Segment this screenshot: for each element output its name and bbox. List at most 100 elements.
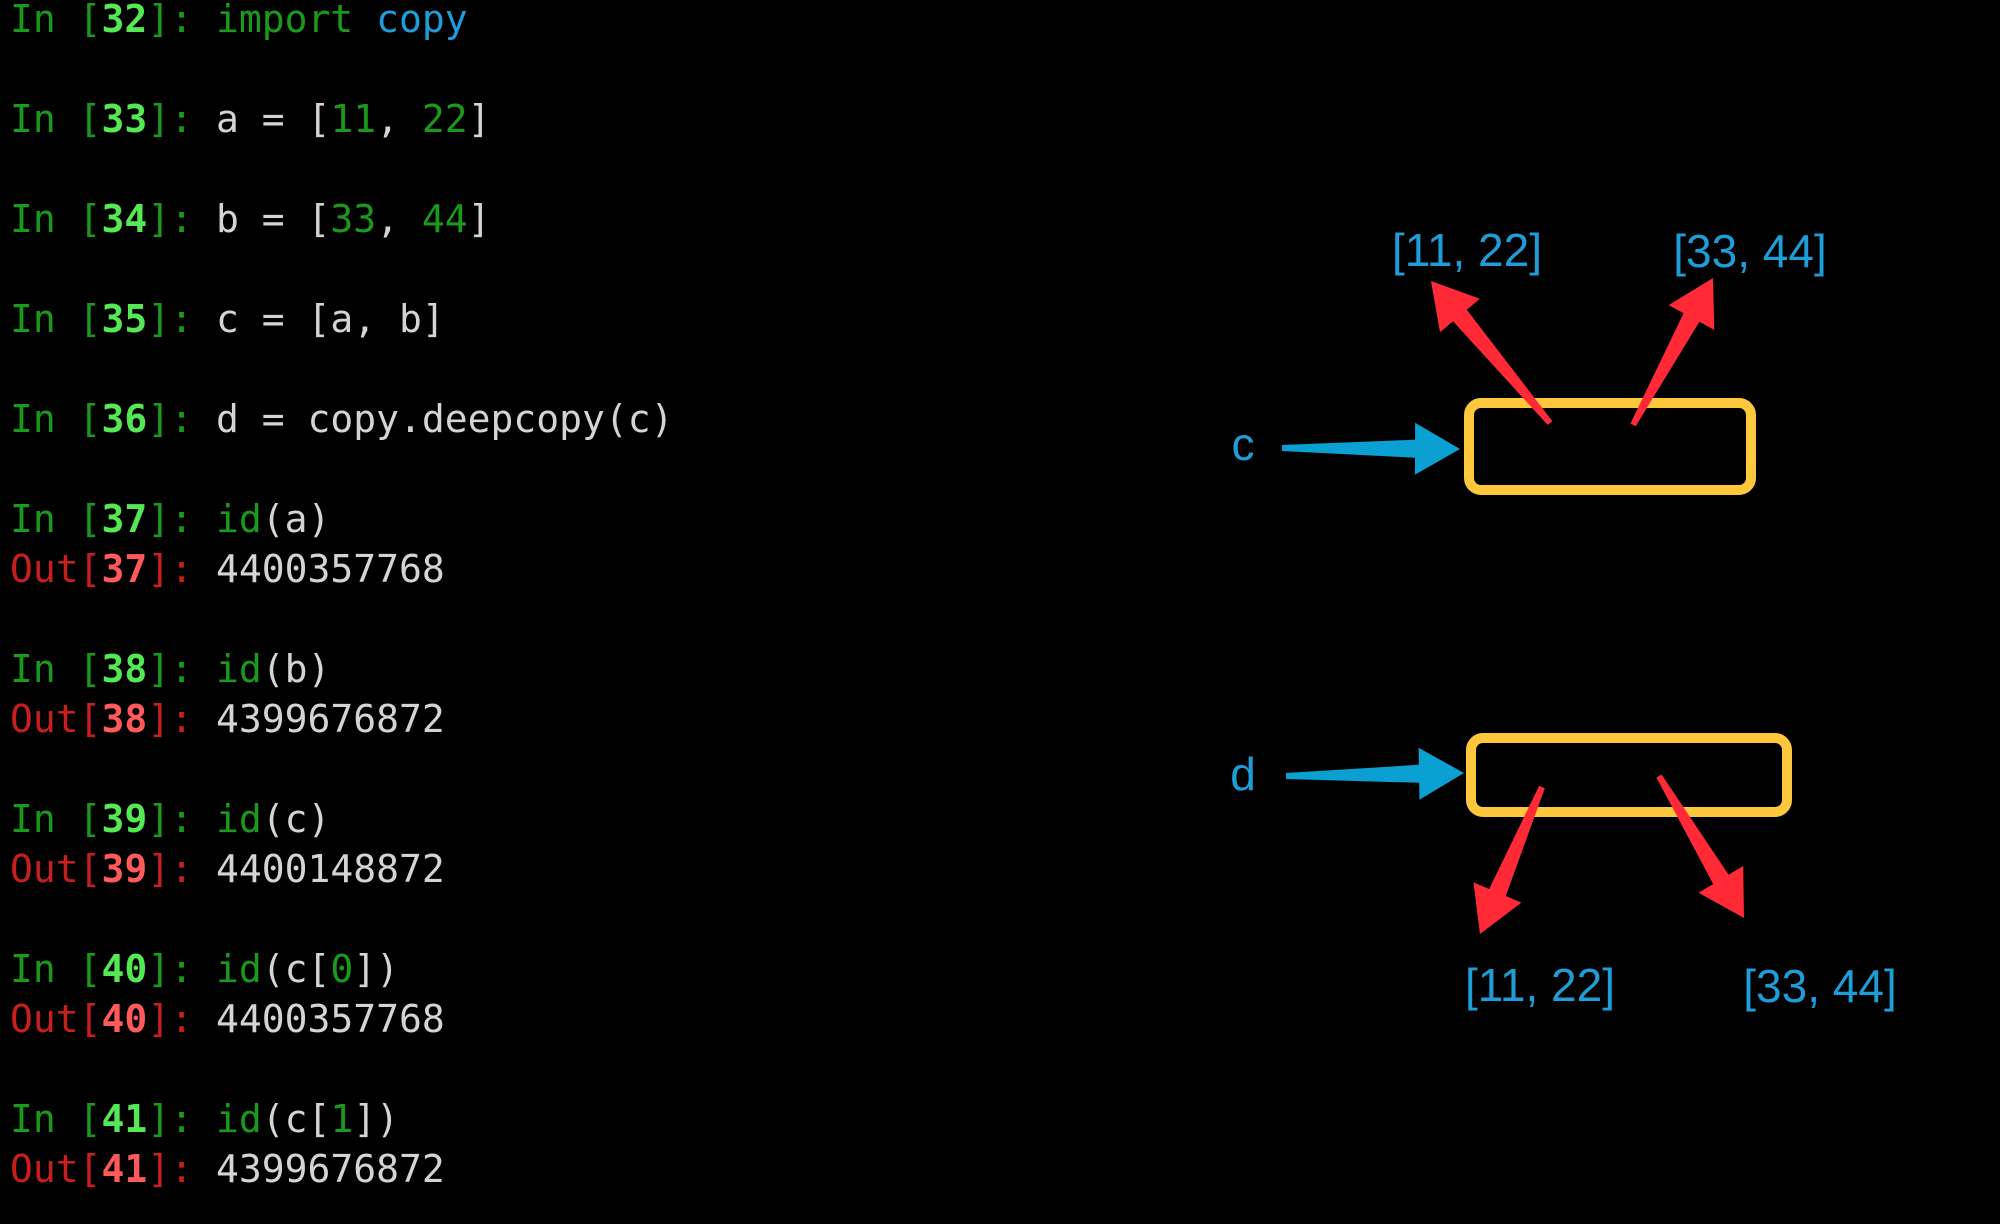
prompt-label: In [10, 197, 56, 241]
d-target-list-a: [11, 22] [1465, 959, 1615, 1011]
prompt-number: 37 [101, 497, 148, 541]
prompt-bracket: [ [78, 697, 102, 741]
prompt-bracket: ]: [147, 197, 216, 241]
output-line: Out[38]: 4399676872 [10, 694, 674, 744]
prompt-bracket: ]: [147, 547, 216, 591]
prompt-bracket: [ [55, 97, 102, 141]
prompt-bracket: [ [55, 647, 102, 691]
code-token: b = [ [215, 197, 331, 241]
prompt-bracket: [ [55, 197, 102, 241]
code-token: ]) [353, 947, 399, 991]
code-token: 11 [330, 97, 377, 141]
input-line: In [35]: c = [a, b] [10, 294, 674, 344]
code-token: 4400357768 [215, 547, 445, 591]
code-token: 22 [421, 97, 468, 141]
prompt-label: In [10, 1097, 56, 1141]
prompt-label: Out [10, 847, 79, 891]
ipython-console: In [32]: import copy In [33]: a = [11, 22… [10, 0, 674, 1194]
prompt-bracket: ]: [147, 997, 216, 1041]
prompt-number: 33 [101, 97, 148, 141]
prompt-bracket: ]: [147, 497, 216, 541]
code-token: import [215, 0, 354, 41]
prompt-bracket: ]: [147, 97, 216, 141]
var-c-label: c [1232, 418, 1255, 470]
prompt-label: In [10, 97, 56, 141]
prompt-bracket: [ [78, 547, 102, 591]
prompt-bracket: [ [55, 297, 102, 341]
prompt-bracket: ]: [147, 0, 216, 41]
prompt-label: Out [10, 997, 79, 1041]
var-d-label: d [1230, 748, 1256, 800]
input-line: In [33]: a = [11, 22] [10, 94, 674, 144]
code-token: id [215, 1097, 262, 1141]
prompt-number: 36 [101, 397, 148, 441]
output-line: Out[37]: 4400357768 [10, 544, 674, 594]
input-line: In [36]: d = copy.deepcopy(c) [10, 394, 674, 444]
prompt-bracket: [ [55, 1097, 102, 1141]
prompt-bracket: [ [55, 0, 102, 41]
code-token: d = copy.deepcopy(c) [215, 397, 674, 441]
prompt-bracket: [ [55, 497, 102, 541]
d-var-arrow-icon [1285, 747, 1464, 800]
prompt-number: 41 [101, 1147, 148, 1191]
prompt-number: 38 [101, 647, 148, 691]
prompt-label: In [10, 647, 56, 691]
c-target-list-b: [33, 44] [1673, 225, 1826, 277]
input-line: In [38]: id(b) [10, 644, 674, 694]
output-line: Out[39]: 4400148872 [10, 844, 674, 894]
d-ref-arrow-a-icon [1473, 785, 1545, 934]
c-list-box [1464, 398, 1756, 495]
prompt-number: 41 [101, 1097, 148, 1141]
prompt-label: Out [10, 1147, 79, 1191]
code-token: (b) [261, 647, 331, 691]
code-token: (c) [261, 797, 331, 841]
code-token: 4399676872 [215, 697, 445, 741]
prompt-number: 40 [101, 997, 148, 1041]
prompt-bracket: ]: [147, 947, 216, 991]
prompt-number: 38 [101, 697, 148, 741]
prompt-bracket: ]: [147, 1097, 216, 1141]
prompt-label: In [10, 397, 56, 441]
prompt-bracket: [ [78, 847, 102, 891]
code-token: 4400148872 [215, 847, 445, 891]
code-token: c = [a, b] [215, 297, 445, 341]
code-token: 4400357768 [215, 997, 445, 1041]
prompt-bracket: ]: [147, 297, 216, 341]
prompt-label: In [10, 0, 56, 41]
prompt-bracket: [ [78, 997, 102, 1041]
c-ref-arrow-a-icon [1431, 281, 1553, 425]
code-token: id [215, 497, 262, 541]
output-line: Out[40]: 4400357768 [10, 994, 674, 1044]
prompt-bracket: [ [55, 947, 102, 991]
code-token: id [215, 647, 262, 691]
code-token: (c[ [261, 947, 331, 991]
code-token: ] [467, 97, 491, 141]
code-token: 0 [330, 947, 354, 991]
prompt-number: 32 [101, 0, 148, 41]
output-line: Out[41]: 4399676872 [10, 1144, 674, 1194]
prompt-bracket: ]: [147, 647, 216, 691]
input-line: In [40]: id(c[0]) [10, 944, 674, 994]
prompt-bracket: ]: [147, 797, 216, 841]
code-token: 1 [330, 1097, 354, 1141]
code-token: id [215, 797, 262, 841]
c-var-arrow-icon [1282, 422, 1460, 475]
prompt-label: In [10, 297, 56, 341]
code-token: , [376, 197, 422, 241]
prompt-label: In [10, 947, 56, 991]
prompt-number: 35 [101, 297, 148, 341]
c-ref-arrow-b-icon [1630, 278, 1715, 427]
code-token: a = [ [215, 97, 331, 141]
prompt-bracket: [ [78, 1147, 102, 1191]
code-token: id [215, 947, 262, 991]
prompt-label: Out [10, 697, 79, 741]
d-target-list-b: [33, 44] [1743, 960, 1896, 1012]
code-token: 33 [330, 197, 377, 241]
code-token: copy [376, 0, 468, 41]
prompt-bracket: [ [55, 797, 102, 841]
prompt-label: In [10, 497, 56, 541]
code-token: (a) [261, 497, 331, 541]
prompt-number: 34 [101, 197, 148, 241]
c-target-list-a: [11, 22] [1392, 224, 1542, 276]
